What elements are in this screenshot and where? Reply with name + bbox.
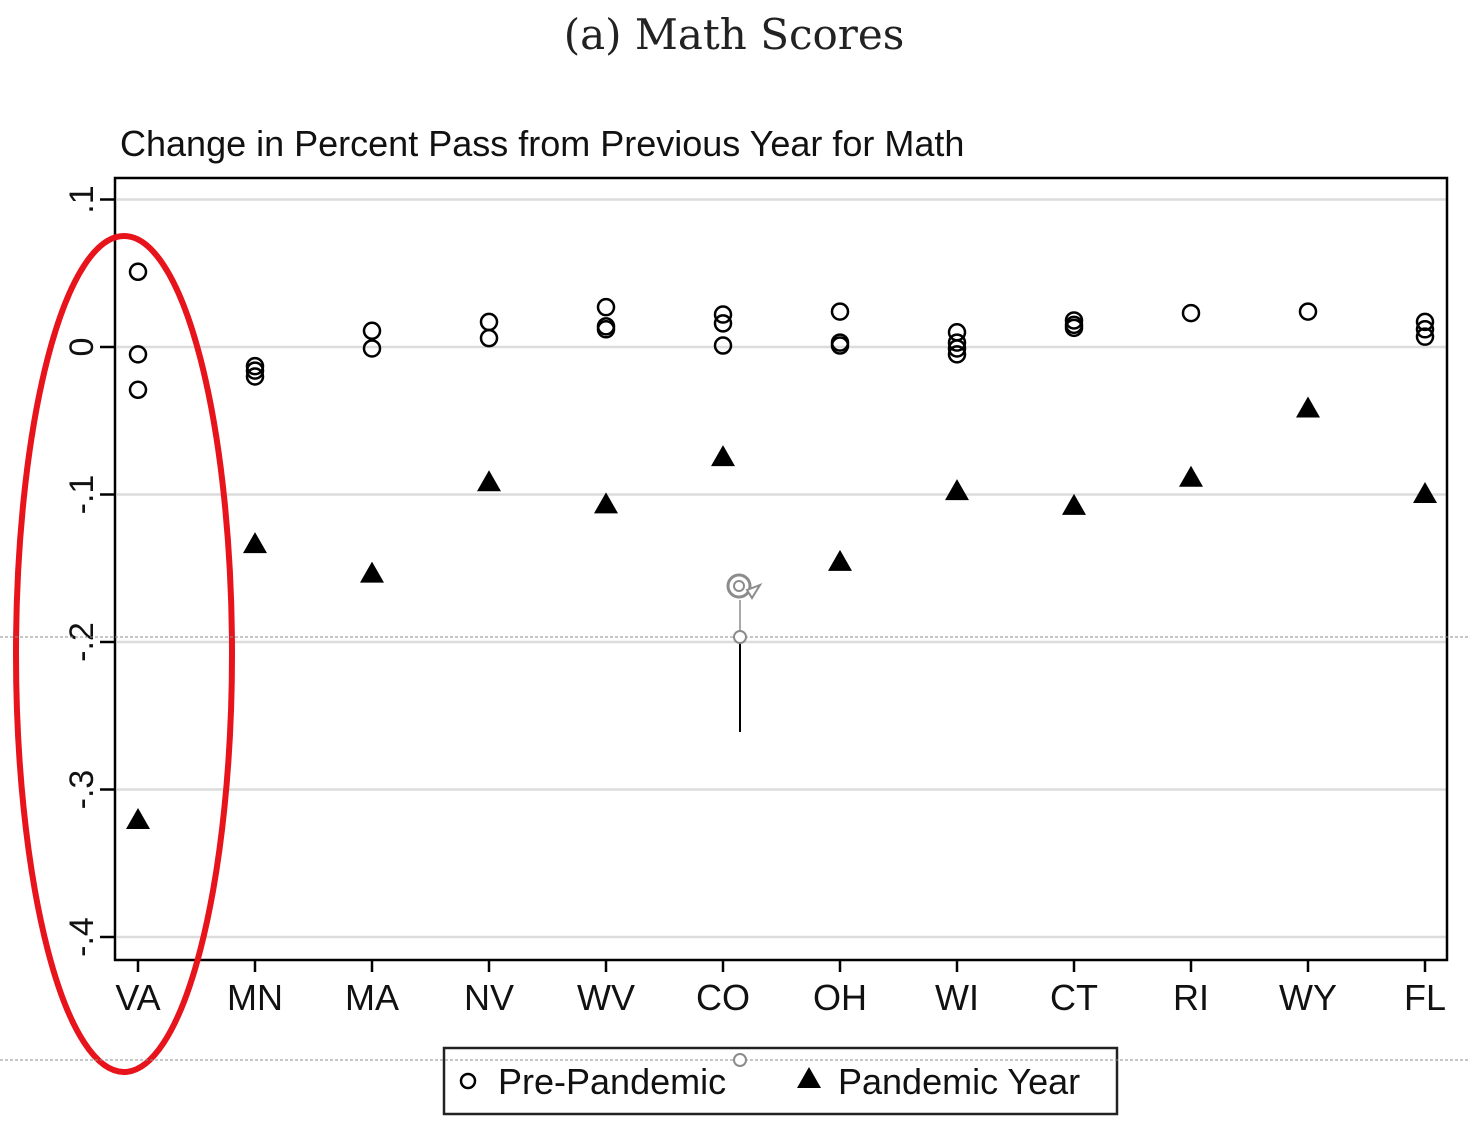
y-axis: .1 0 -.1 -.2 -.3 -.4 <box>63 185 115 957</box>
pandemic-year-point <box>360 561 384 583</box>
filled-triangle-icon <box>797 1067 821 1088</box>
pre-pandemic-point <box>1298 302 1318 321</box>
pre-pandemic-point <box>245 361 265 380</box>
y-tick-label: -.2 <box>63 622 101 662</box>
x-tick-label: CT <box>1050 977 1098 1018</box>
x-tick-label: FL <box>1404 977 1446 1018</box>
legend-label-pandemic-year: Pandemic Year <box>838 1061 1080 1102</box>
pre-pandemic-point <box>1415 320 1435 339</box>
y-tick-label: 0 <box>63 338 101 357</box>
x-tick-label: NV <box>464 977 514 1018</box>
pre-pandemic-point <box>596 297 616 317</box>
highlight-ellipse <box>13 233 235 1075</box>
pre-pandemic-point <box>713 314 733 333</box>
pre-pandemic-point <box>947 339 967 358</box>
pandemic-year-point <box>1179 465 1203 487</box>
pre-pandemic-point <box>1064 318 1084 338</box>
pandemic-year-point <box>477 470 501 492</box>
pandemic-year-point <box>126 808 150 829</box>
x-tick-label: CO <box>696 977 750 1018</box>
pre-pandemic-point <box>830 302 850 321</box>
x-tick-label: OH <box>813 977 867 1018</box>
pandemic-year-point <box>243 532 267 554</box>
y-tick-label: .1 <box>63 185 101 213</box>
pandemic-year-point <box>594 492 618 514</box>
x-tick-label: MA <box>345 977 399 1018</box>
pre-pandemic-point <box>830 336 850 355</box>
pre-pandemic-point <box>245 367 265 386</box>
rotate-icon[interactable] <box>726 573 763 600</box>
x-tick-label: WY <box>1279 977 1337 1018</box>
pre-pandemic-point <box>479 328 499 348</box>
pre-pandemic-point <box>479 312 499 332</box>
legend-box <box>442 1046 1119 1116</box>
resize-handle-top[interactable] <box>733 630 747 644</box>
pre-pandemic-point <box>128 345 148 364</box>
pre-pandemic-point <box>713 305 733 324</box>
gridlines <box>117 198 1446 939</box>
pandemic-year-point <box>711 445 735 467</box>
figure-caption: (a) Math Scores <box>563 10 905 59</box>
pre-pandemic-point <box>362 339 382 358</box>
pre-pandemic-point <box>1415 327 1435 346</box>
plot-frame <box>113 176 1449 962</box>
legend-label-pre-pandemic: Pre-Pandemic <box>498 1061 726 1102</box>
legend: Pre-Pandemic Pandemic Year <box>442 1046 1119 1116</box>
x-tick-label: MN <box>227 977 283 1018</box>
pandemic-year-point <box>1296 396 1320 418</box>
pre-pandemic-point <box>947 345 967 364</box>
x-tick-label: VA <box>115 977 160 1018</box>
chart-title: Change in Percent Pass from Previous Yea… <box>120 123 964 164</box>
pre-pandemic-point <box>1181 303 1201 323</box>
hollow-circle-icon <box>459 1072 477 1090</box>
y-tick-label: -.1 <box>63 475 101 515</box>
selection-overlay <box>0 573 1468 1067</box>
pandemic-year-point <box>1062 493 1086 515</box>
x-tick-label: WV <box>577 977 635 1018</box>
pre-pandemic-point <box>362 321 382 341</box>
pre-pandemic-point <box>128 262 148 282</box>
pre-pandemic-point <box>128 380 148 400</box>
x-tick-label: WI <box>935 977 979 1018</box>
x-tick-label: RI <box>1173 977 1209 1018</box>
pre-pandemic-point <box>947 333 967 352</box>
x-axis: VA MN MA NV WV CO OH WI CT RI WY FL <box>115 960 1446 1018</box>
pandemic-year-point <box>828 549 852 571</box>
pre-pandemic-point <box>596 320 616 339</box>
pandemic-year-point <box>1413 482 1437 504</box>
pre-pandemic-point <box>713 336 733 355</box>
y-tick-label: -.4 <box>63 917 101 957</box>
resize-handle-bottom[interactable] <box>733 1053 747 1067</box>
y-tick-label: -.3 <box>63 770 101 810</box>
data-points <box>126 262 1437 829</box>
pandemic-year-point <box>945 479 969 501</box>
